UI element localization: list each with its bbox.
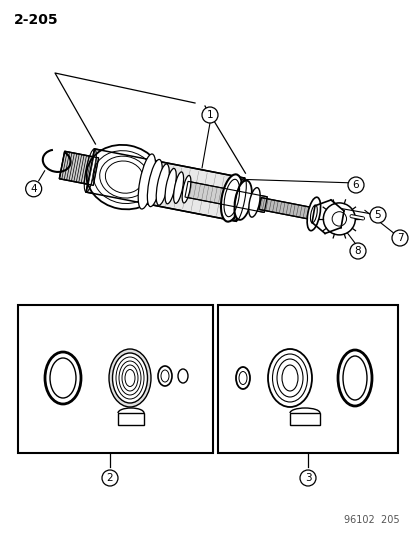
Circle shape <box>369 207 385 223</box>
Ellipse shape <box>109 349 151 407</box>
Ellipse shape <box>122 365 138 391</box>
Ellipse shape <box>119 361 141 395</box>
Circle shape <box>299 470 315 486</box>
Ellipse shape <box>165 168 176 204</box>
Bar <box>118 413 144 425</box>
Text: 96102  205: 96102 205 <box>344 515 399 525</box>
Ellipse shape <box>116 357 144 399</box>
Circle shape <box>347 177 363 193</box>
Circle shape <box>202 107 218 123</box>
Ellipse shape <box>138 154 155 209</box>
Ellipse shape <box>310 205 316 223</box>
Ellipse shape <box>281 365 297 391</box>
Text: 7: 7 <box>396 233 402 243</box>
Circle shape <box>323 203 354 235</box>
Text: 1: 1 <box>206 110 213 120</box>
Polygon shape <box>258 198 311 219</box>
Bar <box>18 305 212 453</box>
Ellipse shape <box>276 359 302 397</box>
Ellipse shape <box>147 159 162 207</box>
Circle shape <box>26 181 42 197</box>
Circle shape <box>391 230 407 246</box>
Text: 8: 8 <box>354 246 361 256</box>
Ellipse shape <box>272 354 307 402</box>
Polygon shape <box>185 181 267 213</box>
Bar <box>218 305 397 453</box>
Ellipse shape <box>248 188 259 217</box>
Circle shape <box>102 470 118 486</box>
Text: 5: 5 <box>374 210 380 220</box>
Bar <box>289 413 319 425</box>
Polygon shape <box>86 149 244 221</box>
Ellipse shape <box>125 369 135 386</box>
Ellipse shape <box>86 145 161 209</box>
Ellipse shape <box>156 164 169 205</box>
Ellipse shape <box>234 181 251 220</box>
Polygon shape <box>59 151 98 185</box>
Text: 2-205: 2-205 <box>14 13 59 27</box>
Circle shape <box>349 243 365 259</box>
Ellipse shape <box>267 349 311 407</box>
Ellipse shape <box>182 175 190 203</box>
Ellipse shape <box>221 174 242 222</box>
Text: 2: 2 <box>107 473 113 483</box>
Ellipse shape <box>306 197 320 231</box>
Text: 3: 3 <box>304 473 311 483</box>
Text: 6: 6 <box>352 180 358 190</box>
Text: 4: 4 <box>30 184 37 194</box>
Ellipse shape <box>112 353 147 403</box>
Ellipse shape <box>173 172 183 204</box>
